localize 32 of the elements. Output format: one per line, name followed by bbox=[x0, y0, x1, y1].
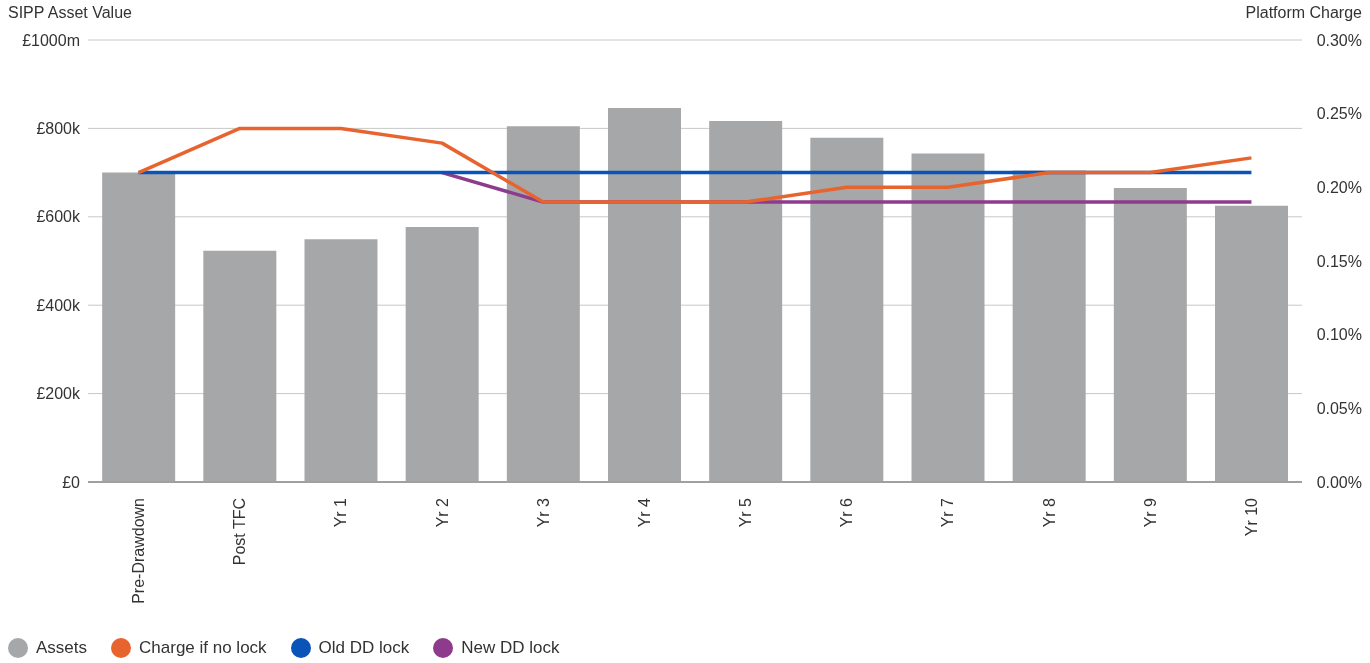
y2-tick-label: 0.20% bbox=[1316, 179, 1362, 197]
x-tick-label: Yr 10 bbox=[1242, 497, 1260, 537]
legend-label: New DD lock bbox=[461, 638, 560, 658]
y2-tick-label: 0.10% bbox=[1316, 326, 1362, 344]
y-tick-label: £400k bbox=[36, 296, 81, 314]
y2-tick-label: 0.05% bbox=[1316, 400, 1362, 418]
y2-tick-label: 0.30% bbox=[1316, 31, 1362, 49]
x-tick-label: Yr 2 bbox=[433, 497, 451, 528]
y2-tick-label: 0.15% bbox=[1316, 252, 1362, 270]
x-tick-label: Post TFC bbox=[231, 498, 249, 566]
x-tick-label: Yr 7 bbox=[939, 497, 957, 528]
y-tick-label: £800k bbox=[36, 120, 81, 138]
y-tick-label: £0 bbox=[62, 473, 81, 491]
y2-axis-title: Platform Charge bbox=[1245, 4, 1362, 23]
x-tick-label: Yr 3 bbox=[534, 497, 552, 528]
legend-label: Old DD lock bbox=[318, 638, 410, 658]
y-tick-label: £1000m bbox=[22, 31, 80, 49]
y-tick-label: £600k bbox=[36, 208, 81, 226]
x-tick-label: Yr 9 bbox=[1141, 497, 1159, 528]
y2-tick-label: 0.25% bbox=[1316, 105, 1362, 123]
y2-tick-label: 0.00% bbox=[1316, 473, 1362, 491]
line-series bbox=[136, 126, 1254, 204]
legend-label: Charge if no lock bbox=[139, 638, 267, 658]
y-axis-title: SIPP Asset Value bbox=[8, 4, 132, 23]
x-tick-label: Yr 6 bbox=[838, 497, 856, 528]
y-tick-label: £200k bbox=[36, 385, 81, 403]
x-tick-label: Yr 4 bbox=[635, 497, 653, 528]
x-tick-label: Yr 8 bbox=[1040, 497, 1058, 528]
x-tick-label: Yr 5 bbox=[737, 497, 755, 528]
x-tick-label: Pre-Drawdown bbox=[130, 498, 148, 604]
x-tick-label: Yr 1 bbox=[332, 497, 350, 528]
legend-label: Assets bbox=[36, 638, 88, 658]
